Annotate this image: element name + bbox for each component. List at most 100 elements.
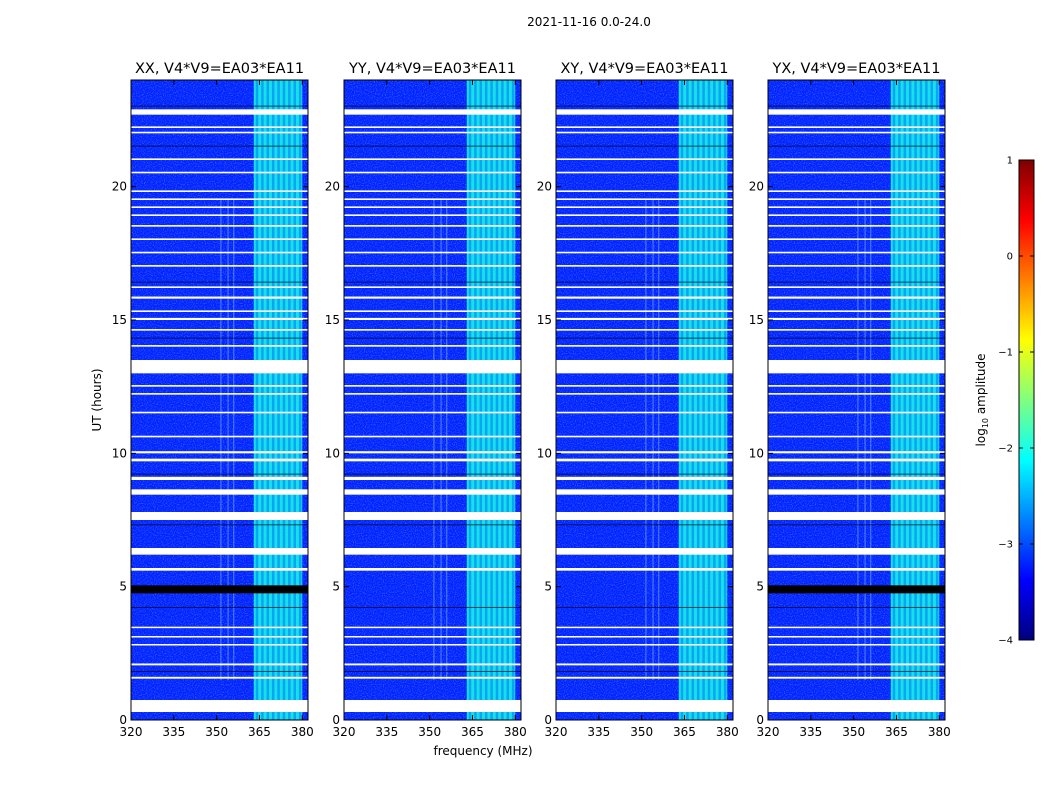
rfi-band-stripe [723,80,727,720]
rfi-band-stripe [914,80,917,720]
flagged-row [556,206,733,208]
flagged-row [344,109,521,115]
flagged-row [556,131,733,134]
flagged-row [131,360,308,374]
flagged-row [768,317,945,320]
x-tick-label: 335 [799,725,822,739]
y-tick-label: 5 [756,580,764,594]
rfi-band-stripe [898,80,901,720]
dark-row [768,606,945,608]
flagged-row [768,190,945,192]
flagged-row [768,663,945,666]
colorbar-label: log10 amplitude [974,354,990,447]
dark-row [131,473,308,475]
flagged-row [131,411,308,414]
flagged-row [344,663,521,666]
flagged-row [556,317,733,320]
flagged-row [768,411,945,414]
panel-xy: XY, V4*V9=EA03*EA11 320 335 350 365 380 0 5 10 15… [537,61,739,739]
flagged-row [768,310,945,312]
panel-title: YX, V4*V9=EA03*EA11 [771,61,940,77]
flagged-row [131,158,308,160]
rfi-band-stripe [255,80,259,720]
colorbar-tick-label: 1 [1007,156,1013,167]
flagged-row [344,512,521,520]
rfi-band-stripe [713,80,716,720]
y-tick-label: 15 [749,313,764,327]
dark-row [131,524,308,526]
flagged-row [344,568,521,571]
dark-row [556,337,733,339]
y-tick-label: 20 [325,180,340,194]
flagged-row [768,251,945,254]
flagged-row [556,393,733,395]
rfi-band-stripe [282,80,286,720]
rfi-band-stripe [266,80,270,720]
flagged-row [131,345,308,347]
panel-title: YY, V4*V9=EA03*EA11 [348,61,516,77]
x-tick-label: 335 [587,725,610,739]
y-tick-label: 0 [119,713,127,727]
y-tick-label: 20 [112,180,127,194]
flagged-row [131,131,308,134]
flagged-row [344,126,521,128]
flagged-row [556,451,733,454]
rfi-band-stripe [908,80,912,720]
flagged-row [131,489,308,495]
dark-row [131,585,308,594]
x-tick-label: 335 [375,725,398,739]
dark-row [344,524,521,526]
flagged-row [344,296,521,299]
y-tick-label: 15 [112,313,127,327]
flagged-row [131,190,308,192]
rfi-band-stripe [288,80,291,720]
flagged-row [344,476,521,480]
flagged-row [131,476,308,480]
flagged-row [344,458,521,462]
flagged-row [131,385,308,387]
rfi-band-stripe [930,80,934,720]
flagged-row [131,636,308,638]
dark-row [768,337,945,339]
flagged-row [344,345,521,347]
flagged-row [556,286,733,288]
dark-row [344,606,521,608]
y-tick-label: 10 [537,446,552,460]
flagged-row [556,676,733,679]
flagged-row [768,636,945,638]
flagged-row [556,310,733,312]
y-tick-label: 20 [537,180,552,194]
rfi-band-stripe [484,80,488,720]
panel-yy: YY, V4*V9=EA03*EA11 320 335 350 365 380 0 5 10 15… [325,61,527,739]
flagged-row [556,214,733,216]
dark-row [344,145,521,147]
rfi-band-stripe [474,80,477,720]
flagged-row [768,198,945,200]
flagged-row [344,286,521,288]
flagged-row [344,411,521,414]
panels: XX, V4*V9=EA03*EA11 320 335 350 365 380 0 5 10 15… [112,61,951,739]
y-tick-label: 0 [544,713,552,727]
rfi-band-stripe [277,80,280,720]
flagged-row [131,458,308,462]
rfi-band-stripe [501,80,504,720]
flagged-row [768,644,945,646]
colorbar-tick-label: −3 [998,540,1013,551]
flagged-row [131,206,308,208]
dark-row [556,524,733,526]
x-tick-label: 365 [461,725,484,739]
flagged-row [131,568,308,571]
x-tick-label: 350 [205,725,228,739]
flagged-row [768,568,945,571]
flagged-row [768,626,945,629]
flagged-row [131,214,308,216]
flagged-row [556,296,733,299]
panel-frame [130,79,309,721]
x-tick-label: 350 [418,725,441,739]
dark-row [131,105,308,107]
y-tick-label: 5 [119,580,127,594]
flagged-row [131,676,308,679]
dark-row [768,524,945,526]
flagged-row [556,489,733,495]
flagged-row [131,238,308,240]
